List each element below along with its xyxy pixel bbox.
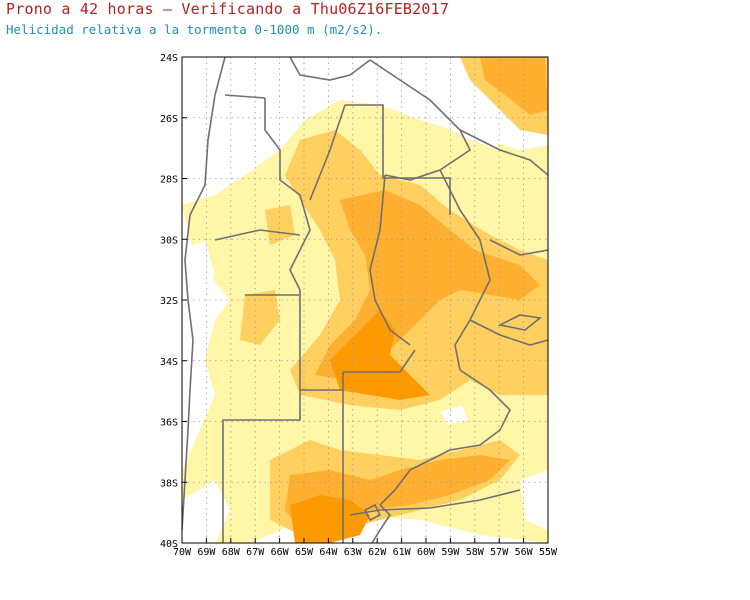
helicity-shading [182,57,548,543]
lon-tick-label: 59W [441,547,460,558]
lon-tick-label: 68W [222,547,241,558]
lon-tick-label: 64W [319,547,338,558]
province-line-4 [343,349,416,373]
lon-tick-label: 55W [539,547,558,558]
lon-tick-label: 66W [271,547,290,558]
shade-gap-north [182,57,290,175]
lon-tick-label: 70W [173,547,192,558]
lon-tick-label: 67W [246,547,265,558]
shade-gap-northeast [380,57,500,150]
lon-tick-label: 69W [197,547,216,558]
map-title: Prono a 42 horas — Verificando a Thu06Z1… [6,0,450,18]
shade-gap-south2 [440,405,468,425]
lat-tick-label: 38S [160,478,178,489]
shade-gap-south1 [182,480,230,543]
grid-lines [182,57,548,543]
lat-tick-label: 30S [160,235,178,246]
lon-tick-label: 61W [393,547,412,558]
province-line-11 [214,229,301,241]
shade-mid-west [240,290,280,345]
province-line-2 [222,290,301,543]
lat-tick-label: 32S [160,296,178,307]
lat-tick-label: 34S [160,357,178,368]
lon-tick-label: 58W [466,547,485,558]
lon-tick-label: 60W [417,547,436,558]
shade-gap-ocean [520,470,548,530]
chile-argentina-border [182,57,226,531]
uruguay-river [439,169,491,371]
rio-plata-island [497,314,542,331]
lon-tick-label: 63W [344,547,363,558]
lat-tick-label: 24S [160,53,178,64]
map-subtitle: Helicidad relativa a la tormenta 0-1000 … [6,22,383,37]
axis-ticks: 70W 69W 68W 67W 66W 65W 64W 63W 62W 61W 60W 59W 58W 5… [160,53,558,558]
lat-tick-label: 40S [160,539,178,550]
lat-tick-label: 28S [160,175,178,186]
province-line-10 [224,94,266,99]
province-line-1 [345,104,451,215]
bolivia-border [289,57,371,81]
uruguay-inland [489,239,548,256]
rio-parana [369,174,411,346]
province-line-9 [309,104,346,201]
coast-bay [363,503,382,522]
province-line-8 [289,194,311,291]
lon-tick-label: 62W [368,547,387,558]
rio-negro [349,489,521,516]
shade-max-core [330,310,430,400]
province-line-7 [264,98,301,196]
political-borders [182,57,548,543]
lon-tick-label: 65W [295,547,314,558]
shade-mid-west2 [265,205,295,245]
brazil-border [459,129,548,176]
uruguay-coast [379,369,511,506]
lat-tick-label: 36S [160,418,178,429]
shade-max-south [290,495,370,543]
lon-tick-label: 57W [490,547,509,558]
shade-high-ne [480,57,548,115]
lon-tick-label: 56W [515,547,534,558]
uruguay-inland2 [469,319,548,346]
lat-tick-label: 26S [160,114,178,125]
